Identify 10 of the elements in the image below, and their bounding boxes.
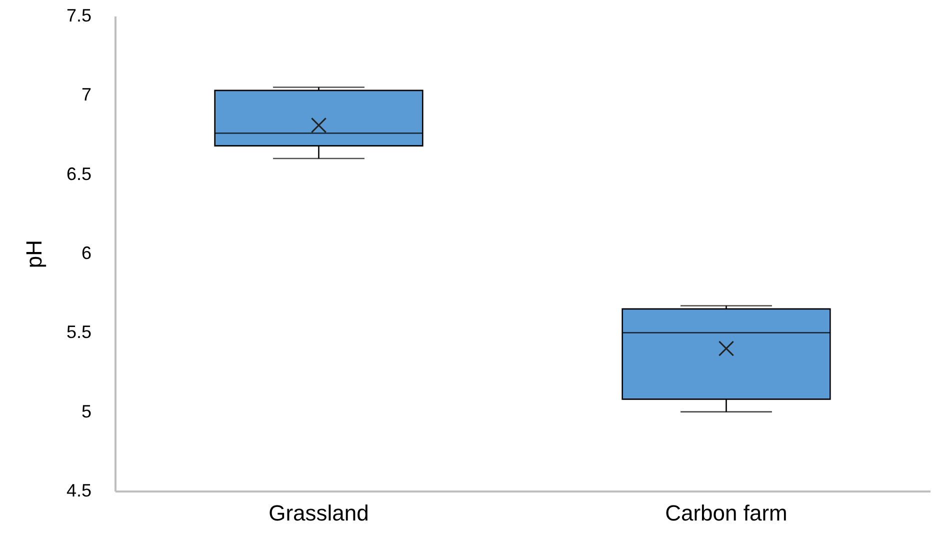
- y-tick-label: 5.5: [66, 322, 92, 342]
- y-axis-title: pH: [21, 240, 46, 268]
- y-tick-label: 7: [81, 84, 92, 105]
- y-tick-label: 4.5: [66, 480, 92, 500]
- y-tick-label: 6: [81, 243, 92, 263]
- x-tick-label: Carbon farm: [665, 500, 788, 526]
- y-tick-label: 5: [81, 401, 92, 422]
- y-tick-label: 6.5: [66, 164, 92, 184]
- y-tick-label: 7.5: [66, 6, 92, 26]
- x-tick-label: Grassland: [268, 500, 369, 526]
